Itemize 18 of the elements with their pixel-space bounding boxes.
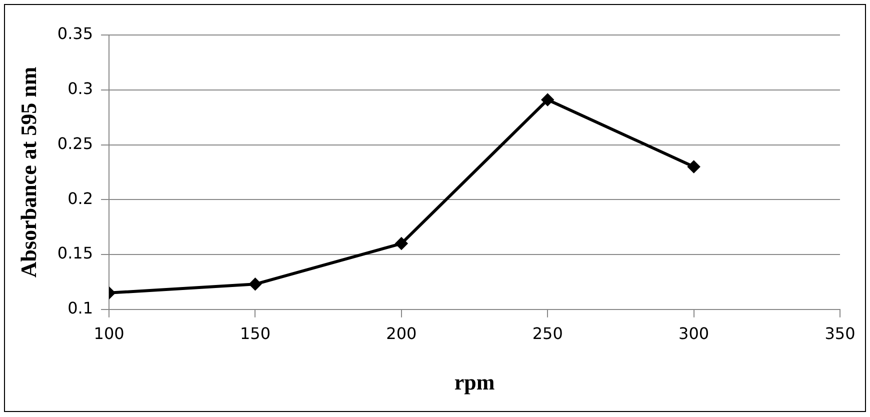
x-axis-title: rpm <box>454 369 495 394</box>
x-tick-label: 250 <box>532 324 563 344</box>
y-tick-label: 0.15 <box>57 244 94 263</box>
y-tick-label: 0.2 <box>68 188 94 208</box>
x-tick-label: 100 <box>94 324 124 344</box>
x-tick-label: 300 <box>678 324 710 344</box>
point <box>249 278 262 290</box>
y-tick-label: 0.1 <box>68 298 94 318</box>
point <box>542 94 554 106</box>
x-tick-label: 350 <box>824 324 856 344</box>
point <box>395 238 408 250</box>
y-tick-label: 0.3 <box>68 79 94 98</box>
x-tick-label: 200 <box>386 324 417 344</box>
point <box>688 160 700 173</box>
y-tick-label: 0.35 <box>57 24 94 44</box>
y-tick-label: 0.25 <box>57 134 94 153</box>
y-axis-title: Absorbance at 595 nm <box>16 66 41 278</box>
x-tick-label: 150 <box>240 324 270 344</box>
